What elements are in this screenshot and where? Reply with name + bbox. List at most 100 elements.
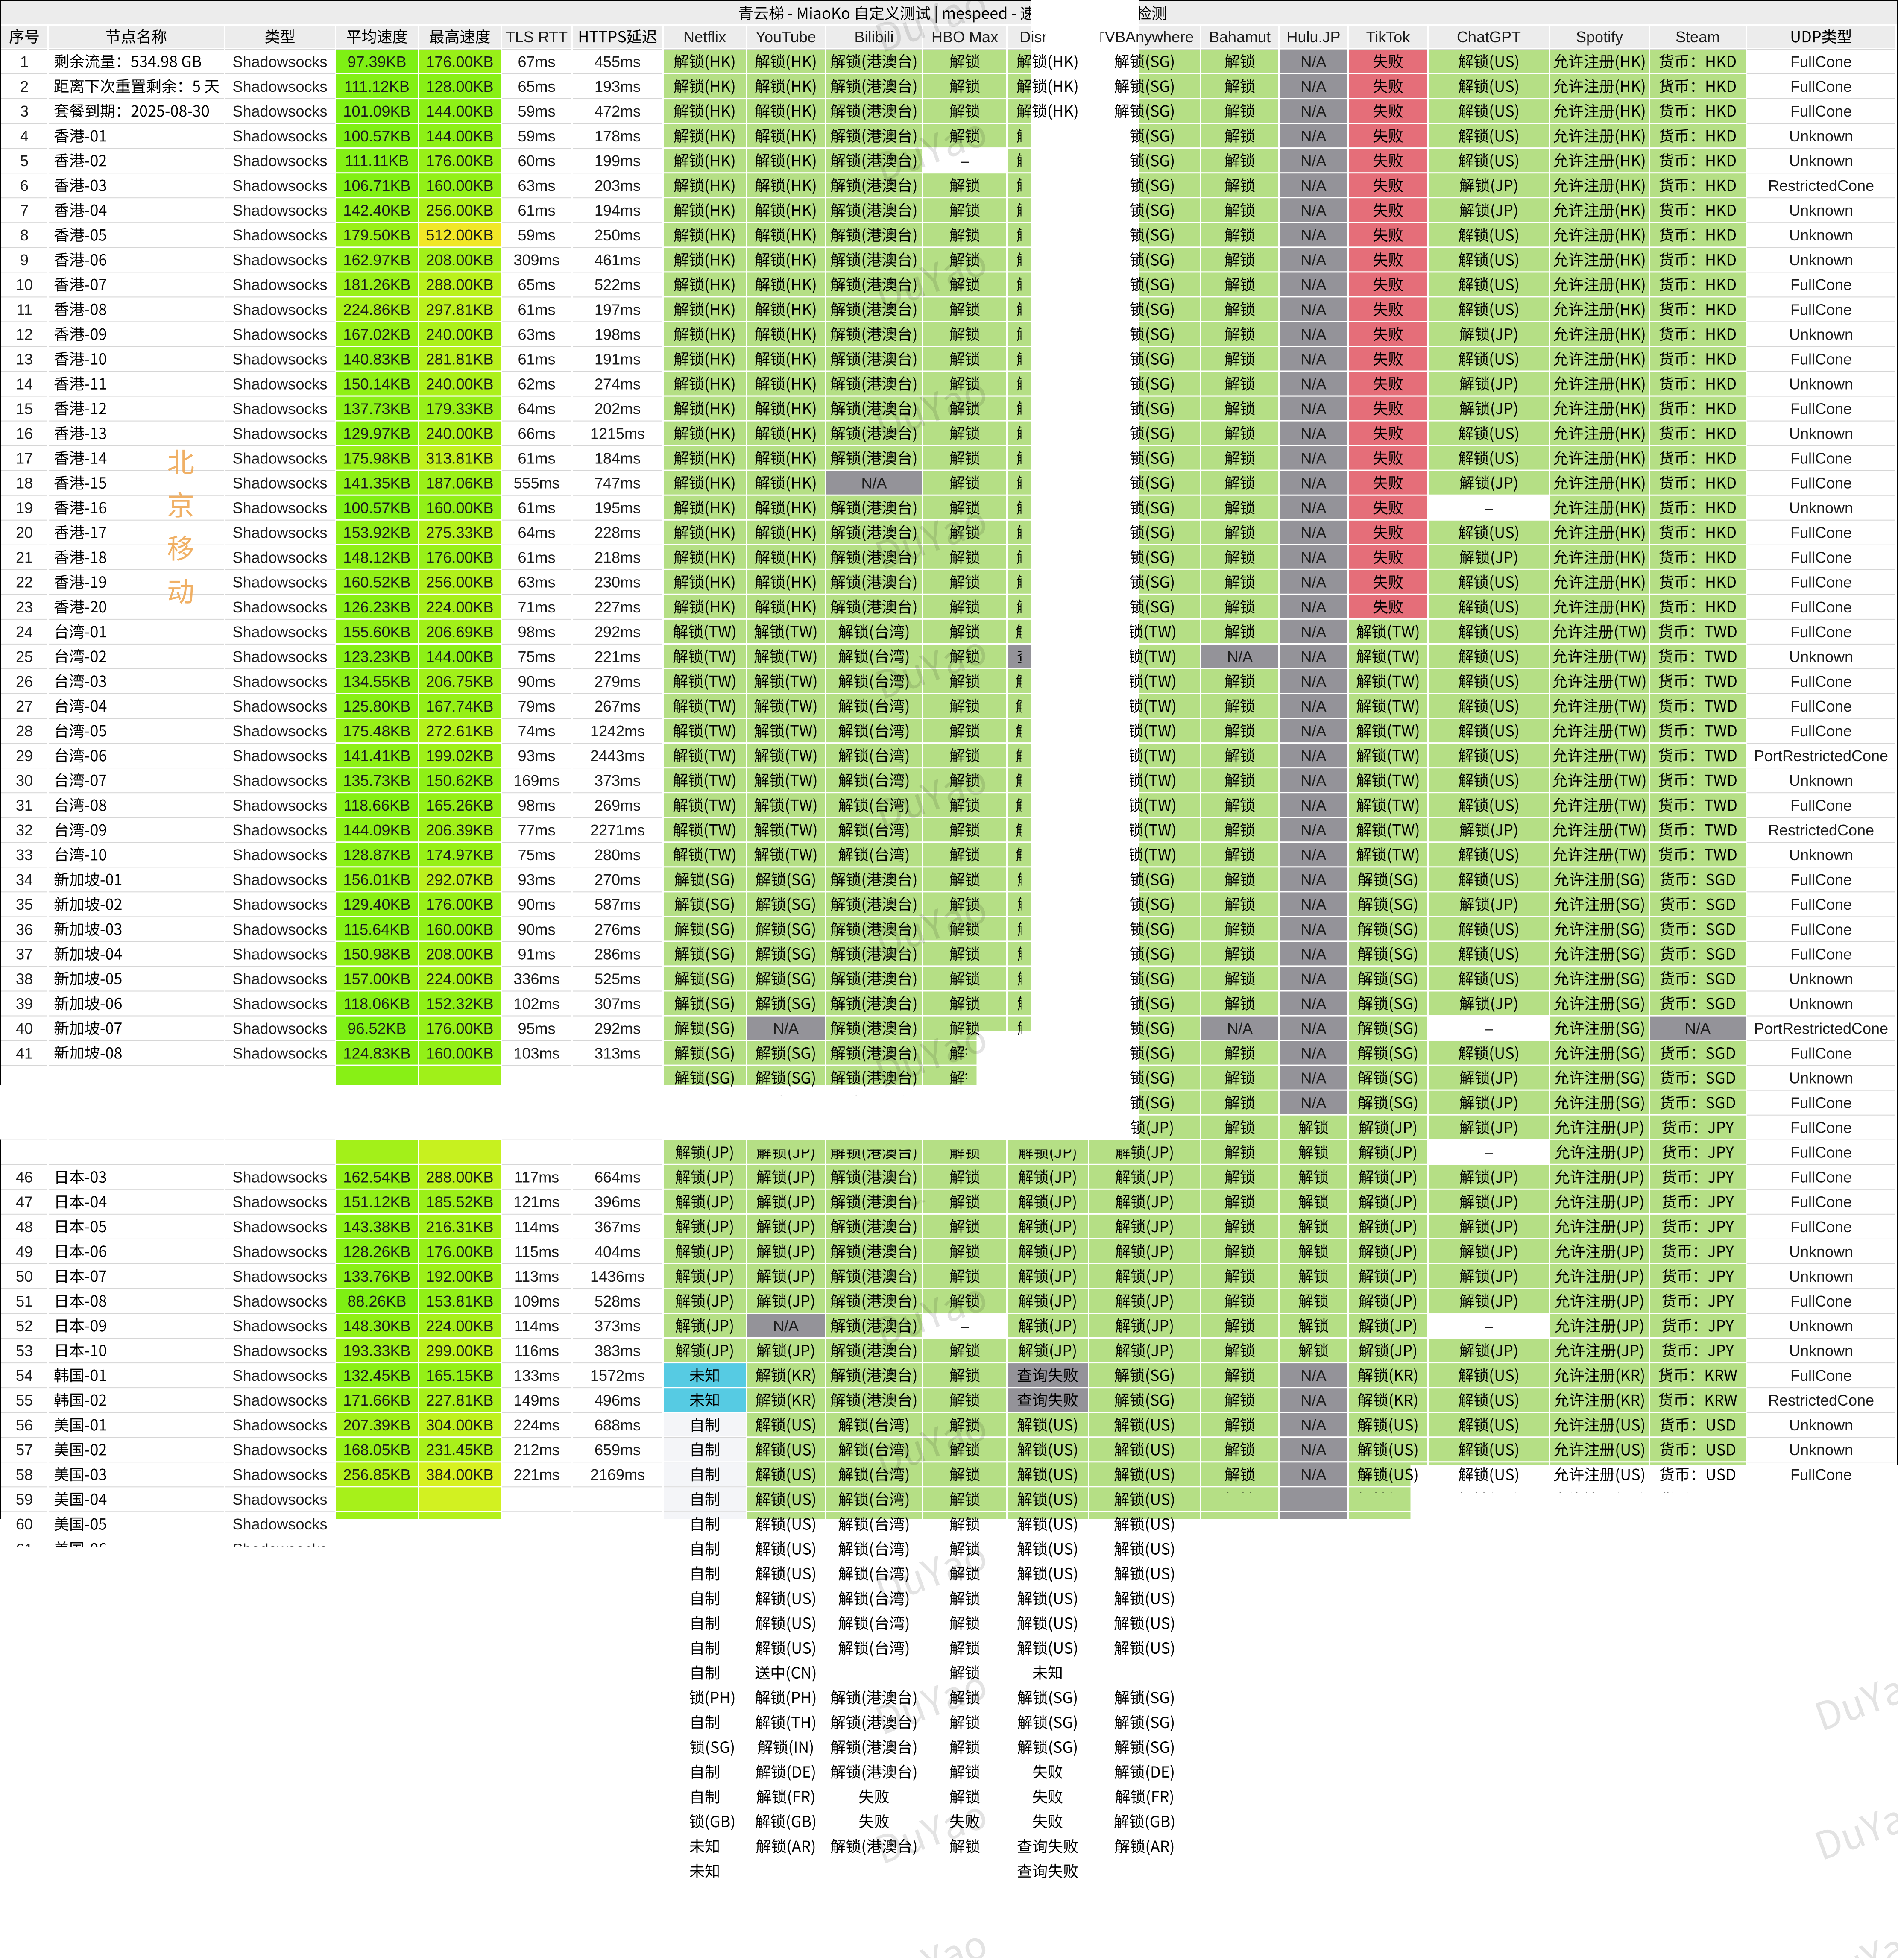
svg-text:0.00B: 0.00B <box>357 1863 397 1880</box>
svg-text:659ms: 659ms <box>595 1565 641 1582</box>
svg-text:Shadowsocks: Shadowsocks <box>232 1169 327 1186</box>
svg-text:403ms: 403ms <box>513 1838 559 1855</box>
svg-text:144.00KB: 144.00KB <box>426 103 493 120</box>
svg-text:18: 18 <box>16 475 33 492</box>
svg-text:45: 45 <box>16 1144 33 1161</box>
svg-text:17: 17 <box>16 450 33 467</box>
svg-text:FullCone: FullCone <box>1790 920 1852 938</box>
svg-text:94ms: 94ms <box>518 1069 555 1087</box>
svg-text:181.26KB: 181.26KB <box>343 276 410 293</box>
svg-text:143.38KB: 143.38KB <box>343 1218 410 1236</box>
svg-text:N/A: N/A <box>1300 920 1326 938</box>
svg-text:N/A: N/A <box>1300 697 1326 715</box>
svg-text:133.76KB: 133.76KB <box>343 1268 410 1285</box>
svg-text:368.00KB: 368.00KB <box>426 1491 493 1508</box>
svg-text:Unknown: Unknown <box>1789 1069 1853 1087</box>
svg-text:N/A: N/A <box>1300 1020 1326 1037</box>
svg-text:6: 6 <box>20 177 29 194</box>
svg-text:208.00KB: 208.00KB <box>426 945 493 963</box>
svg-text:288.00KB: 288.00KB <box>426 1169 493 1186</box>
svg-text:242ms: 242ms <box>513 1764 559 1781</box>
svg-text:Shadowsocks: Shadowsocks <box>232 1813 327 1831</box>
svg-text:44: 44 <box>16 1119 33 1137</box>
svg-text:225.21KB: 225.21KB <box>343 1491 410 1508</box>
svg-text:N/A: N/A <box>1300 821 1326 839</box>
svg-text:FullCone: FullCone <box>1790 896 1852 913</box>
svg-text:176.00KB: 176.00KB <box>426 896 493 913</box>
svg-text:N/A: N/A <box>1227 1863 1253 1880</box>
svg-text:223ms: 223ms <box>513 1614 559 1632</box>
svg-text:98ms: 98ms <box>518 623 555 641</box>
svg-text:PortRestrictedCone: PortRestrictedCone <box>1754 1020 1888 1037</box>
svg-text:–: – <box>613 1863 622 1880</box>
svg-text:115ms: 115ms <box>514 1243 559 1260</box>
svg-text:198ms: 198ms <box>595 325 641 343</box>
svg-text:128.87KB: 128.87KB <box>343 846 410 864</box>
svg-text:77ms: 77ms <box>518 821 555 839</box>
svg-text:195ms: 195ms <box>595 499 641 517</box>
svg-text:34: 34 <box>16 871 33 888</box>
svg-text:Shadowsocks: Shadowsocks <box>232 1639 327 1657</box>
svg-text:212.64KB: 212.64KB <box>343 1144 410 1161</box>
svg-text:61ms: 61ms <box>518 549 555 566</box>
svg-text:N/A: N/A <box>1300 475 1326 492</box>
svg-text:37: 37 <box>16 945 33 963</box>
svg-text:39: 39 <box>16 995 33 1012</box>
svg-text:N/A: N/A <box>1300 1689 1326 1707</box>
svg-text:FullCone: FullCone <box>1790 1119 1852 1137</box>
svg-text:292.07KB: 292.07KB <box>426 871 493 888</box>
svg-text:93ms: 93ms <box>518 871 555 888</box>
svg-text:265.81KB: 265.81KB <box>426 1540 493 1558</box>
svg-text:456ms: 456ms <box>595 1119 641 1137</box>
svg-text:N/A: N/A <box>1300 103 1326 120</box>
svg-text:N/A: N/A <box>1300 1540 1326 1558</box>
svg-text:1572ms: 1572ms <box>590 1367 645 1384</box>
svg-text:N/A: N/A <box>1300 995 1326 1012</box>
svg-text:10: 10 <box>16 276 33 293</box>
svg-text:Shadowsocks: Shadowsocks <box>232 896 327 913</box>
svg-text:331.69KB: 331.69KB <box>426 1838 493 1855</box>
svg-text:Unknown: Unknown <box>1789 1243 1853 1260</box>
svg-text:404ms: 404ms <box>595 1243 641 1260</box>
svg-text:2: 2 <box>20 78 29 95</box>
svg-text:276ms: 276ms <box>595 920 641 938</box>
svg-text:202.88KB: 202.88KB <box>343 1094 410 1112</box>
svg-text:FullCone: FullCone <box>1790 574 1852 591</box>
svg-text:90ms: 90ms <box>518 673 555 690</box>
svg-text:250ms: 250ms <box>595 226 641 244</box>
svg-text:Unknown: Unknown <box>1789 772 1853 789</box>
svg-text:FullCone: FullCone <box>1790 1788 1852 1806</box>
svg-text:150.62KB: 150.62KB <box>426 772 493 789</box>
svg-text:526ms: 526ms <box>595 1739 641 1756</box>
svg-text:240.00KB: 240.00KB <box>426 425 493 442</box>
svg-text:Shadowsocks: Shadowsocks <box>232 1764 327 1781</box>
svg-text:256.85KB: 256.85KB <box>343 1466 410 1483</box>
svg-text:129.40KB: 129.40KB <box>343 896 410 913</box>
svg-text:–: – <box>1485 1863 1493 1880</box>
svg-text:113ms: 113ms <box>514 1268 559 1285</box>
svg-text:N/A: N/A <box>1685 1020 1711 1037</box>
svg-text:116ms: 116ms <box>514 1342 559 1359</box>
svg-text:Unknown: Unknown <box>1789 1739 1853 1756</box>
svg-text:Unknown: Unknown <box>1789 251 1853 269</box>
svg-text:309ms: 309ms <box>513 251 559 269</box>
svg-text:N/A: N/A <box>1227 1020 1253 1037</box>
svg-text:292ms: 292ms <box>595 1020 641 1037</box>
svg-text:28: 28 <box>16 722 33 740</box>
svg-text:–: – <box>961 1317 969 1335</box>
svg-text:14: 14 <box>16 375 33 393</box>
svg-text:Shadowsocks: Shadowsocks <box>232 450 327 467</box>
svg-text:Unknown: Unknown <box>1789 202 1853 219</box>
svg-text:176.00KB: 176.00KB <box>426 1020 493 1037</box>
svg-text:29: 29 <box>16 747 33 765</box>
svg-text:267ms: 267ms <box>595 697 641 715</box>
svg-text:Shadowsocks: Shadowsocks <box>232 1466 327 1483</box>
svg-text:148.12KB: 148.12KB <box>343 549 410 566</box>
svg-text:Shadowsocks: Shadowsocks <box>232 152 327 170</box>
svg-text:168.05KB: 168.05KB <box>343 1441 410 1459</box>
svg-text:194.18KB: 194.18KB <box>343 1515 410 1533</box>
svg-text:N/A: N/A <box>861 1863 887 1880</box>
svg-text:56: 56 <box>16 1416 33 1434</box>
svg-text:206.39KB: 206.39KB <box>426 821 493 839</box>
svg-text:8: 8 <box>20 226 29 244</box>
